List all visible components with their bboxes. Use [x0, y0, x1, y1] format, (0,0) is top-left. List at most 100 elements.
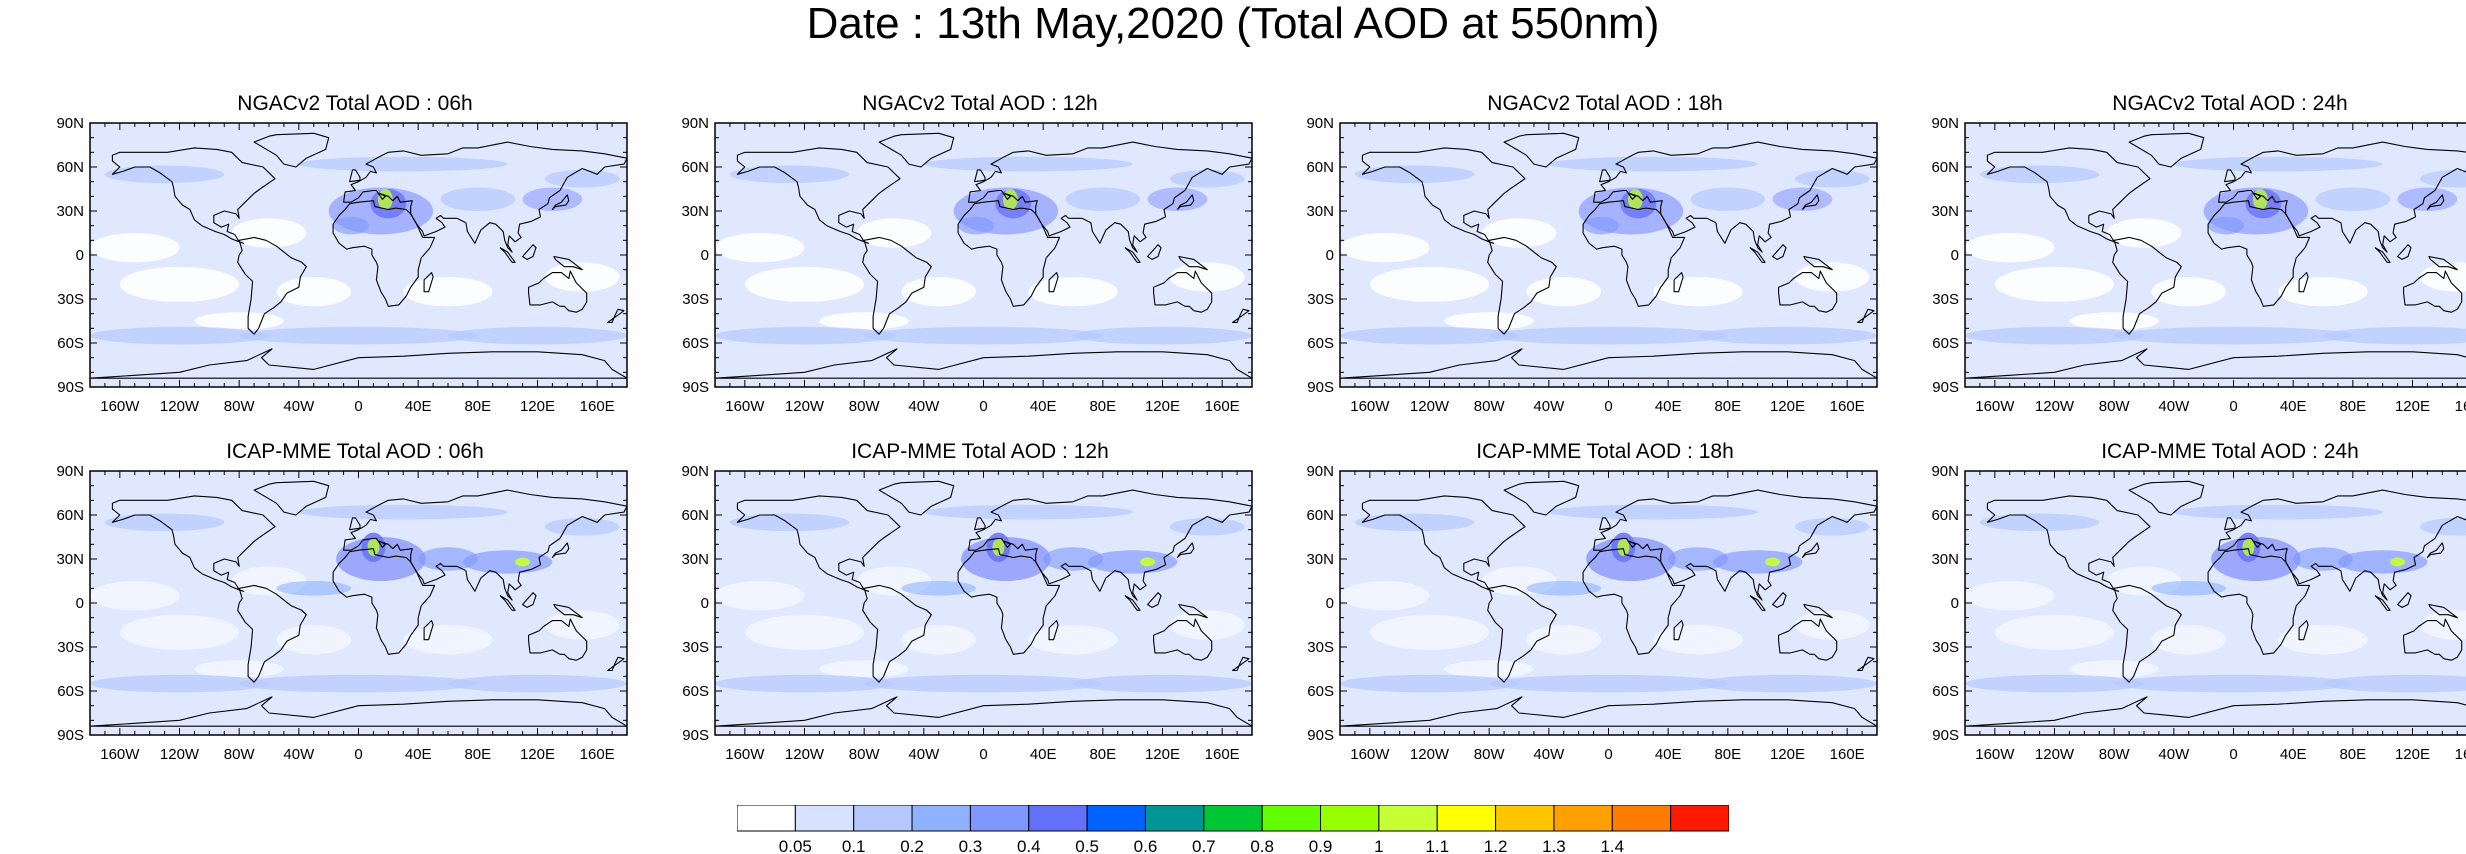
- colorbar-label: 0.05: [779, 837, 812, 854]
- colorbar-label: 0.9: [1309, 837, 1333, 854]
- lon-tick-label: 80E: [1714, 746, 1741, 763]
- coastlines: [714, 480, 1253, 727]
- aod-map: 90N 60N 30N 0 30S 60S 90S 160W 120W 80W 40W 0 40E 80E…: [56, 115, 628, 415]
- lon-tick-label: 40E: [405, 398, 432, 415]
- colorbar-label: 0.7: [1192, 837, 1216, 854]
- lat-tick-label: 30N: [681, 551, 709, 568]
- lon-tick-label: 40E: [1030, 398, 1057, 415]
- lon-tick-label: 160W: [1350, 746, 1390, 763]
- lat-tick-label: 60N: [1306, 507, 1334, 524]
- lon-tick-label: 40W: [283, 746, 315, 763]
- panel-title: NGACv2 Total AOD : 18h: [1487, 92, 1723, 115]
- lat-tick-label: 30N: [1306, 551, 1334, 568]
- lon-tick-label: 120W: [785, 746, 825, 763]
- lon-tick-label: 120W: [2035, 746, 2075, 763]
- lat-tick-label: 60S: [682, 335, 709, 352]
- figure-title: Date : 13th May,2020 (Total AOD at 550nm…: [806, 0, 1660, 48]
- lat-tick-label: 60S: [57, 683, 84, 700]
- map-panel: ICAP-MME Total AOD : 12h 90N 60N 30N 0 30S 60S…: [670, 440, 1290, 800]
- lat-tick-label: 60S: [57, 335, 84, 352]
- lon-tick-label: 160W: [1350, 398, 1390, 415]
- lon-tick-label: 80W: [224, 398, 256, 415]
- lon-tick-label: 160E: [580, 746, 615, 763]
- panel-title: ICAP-MME Total AOD : 24h: [2101, 440, 2359, 463]
- lon-tick-label: 80E: [1714, 398, 1741, 415]
- lon-tick-label: 80W: [224, 746, 256, 763]
- colorbar-label: 0.8: [1250, 837, 1274, 854]
- colorbar-label: 1: [1374, 837, 1383, 854]
- lat-tick-label: 60S: [1307, 335, 1334, 352]
- colorbar-swatch: [1086, 805, 1146, 832]
- lon-tick-label: 40W: [908, 398, 940, 415]
- lat-tick-label: 60N: [1931, 159, 1959, 176]
- aod-map: 90N 60N 30N 0 30S 60S 90S 160W 120W 80W 40W 0 40E 80E…: [1306, 463, 1878, 763]
- coastlines: [714, 132, 1253, 379]
- lon-tick-label: 80E: [1089, 398, 1116, 415]
- lon-tick-label: 0: [2229, 398, 2237, 415]
- lon-tick-label: 160E: [580, 398, 615, 415]
- lon-tick-label: 160E: [2455, 398, 2466, 415]
- lat-tick-label: 90S: [1307, 379, 1334, 396]
- aod-field: [1340, 504, 1877, 693]
- lon-tick-label: 120W: [160, 398, 200, 415]
- lat-tick-label: 90N: [1931, 463, 1959, 480]
- lat-tick-label: 30N: [681, 203, 709, 220]
- lat-tick-label: 60N: [1306, 159, 1334, 176]
- lat-tick-label: 30N: [56, 551, 84, 568]
- colorbar-swatch: [1553, 805, 1613, 832]
- colorbar-swatch: [1495, 805, 1555, 832]
- colorbar-swatch: [1203, 805, 1263, 832]
- coastlines: [89, 132, 628, 379]
- lat-tick-label: 30S: [1932, 291, 1959, 308]
- panel-title: ICAP-MME Total AOD : 18h: [1476, 440, 1734, 463]
- lat-tick-label: 90S: [57, 379, 84, 396]
- lon-tick-label: 120E: [1770, 398, 1805, 415]
- colorbar-swatch: [1144, 805, 1205, 832]
- lat-tick-label: 60S: [682, 683, 709, 700]
- panel-title: NGACv2 Total AOD : 24h: [2112, 92, 2348, 115]
- lat-tick-label: 0: [76, 595, 84, 612]
- panel-title: NGACv2 Total AOD : 12h: [862, 92, 1098, 115]
- lon-tick-label: 40W: [1533, 398, 1565, 415]
- colorbar-label: 0.3: [959, 837, 983, 854]
- lat-tick-label: 30S: [1307, 291, 1334, 308]
- lat-tick-label: 60N: [56, 159, 84, 176]
- aod-colorbar: 0.05 0.1 0.2 0.3 0.4 0.5 0.6 0.7 0.8 0.9 1 1.1 1.2 1.…: [737, 805, 1729, 854]
- map-panel: ICAP-MME Total AOD : 24h 90N 60N 30N 0 30S 60S…: [1920, 440, 2466, 800]
- colorbar-swatch: [1378, 805, 1438, 832]
- map-panel: NGACv2 Total AOD : 18h 90N 60N 30N 0 30S 60S 90…: [1295, 92, 1915, 452]
- lon-tick-label: 40E: [1655, 398, 1682, 415]
- lat-tick-label: 90N: [1306, 463, 1334, 480]
- colorbar-label: 1.4: [1600, 837, 1624, 854]
- aod-map: 90N 60N 30N 0 30S 60S 90S 160W 120W 80W 40W 0 40E 80E…: [1931, 463, 2466, 763]
- lon-tick-label: 120E: [1770, 746, 1805, 763]
- lon-tick-label: 0: [979, 398, 987, 415]
- colorbar-label: 0.5: [1075, 837, 1099, 854]
- lon-tick-label: 80E: [464, 746, 491, 763]
- lon-tick-label: 160W: [725, 746, 765, 763]
- lat-tick-label: 90N: [56, 115, 84, 132]
- lon-tick-label: 160E: [2455, 746, 2466, 763]
- lon-tick-label: 160W: [1975, 398, 2015, 415]
- lon-tick-label: 40W: [1533, 746, 1565, 763]
- colorbar-swatch: [1028, 805, 1088, 832]
- coastlines: [1964, 132, 2466, 379]
- colorbar-label: 0.4: [1017, 837, 1041, 854]
- lon-tick-label: 40E: [2280, 398, 2307, 415]
- colorbar-swatch: [737, 805, 796, 832]
- lon-tick-label: 40E: [2280, 746, 2307, 763]
- lat-tick-label: 0: [701, 247, 709, 264]
- lat-tick-label: 90S: [682, 379, 709, 396]
- lat-tick-label: 30N: [1931, 551, 1959, 568]
- lat-tick-label: 90N: [681, 115, 709, 132]
- lon-tick-label: 160W: [1975, 746, 2015, 763]
- lon-tick-label: 160E: [1205, 398, 1240, 415]
- lat-tick-label: 60S: [1932, 683, 1959, 700]
- lon-tick-label: 160W: [725, 398, 765, 415]
- colorbar-label: 1.2: [1484, 837, 1508, 854]
- lon-tick-label: 80W: [1474, 746, 1506, 763]
- colorbar-swatch: [1670, 805, 1729, 832]
- lon-tick-label: 120W: [160, 746, 200, 763]
- lat-tick-label: 0: [1326, 247, 1334, 264]
- lat-tick-label: 60S: [1307, 683, 1334, 700]
